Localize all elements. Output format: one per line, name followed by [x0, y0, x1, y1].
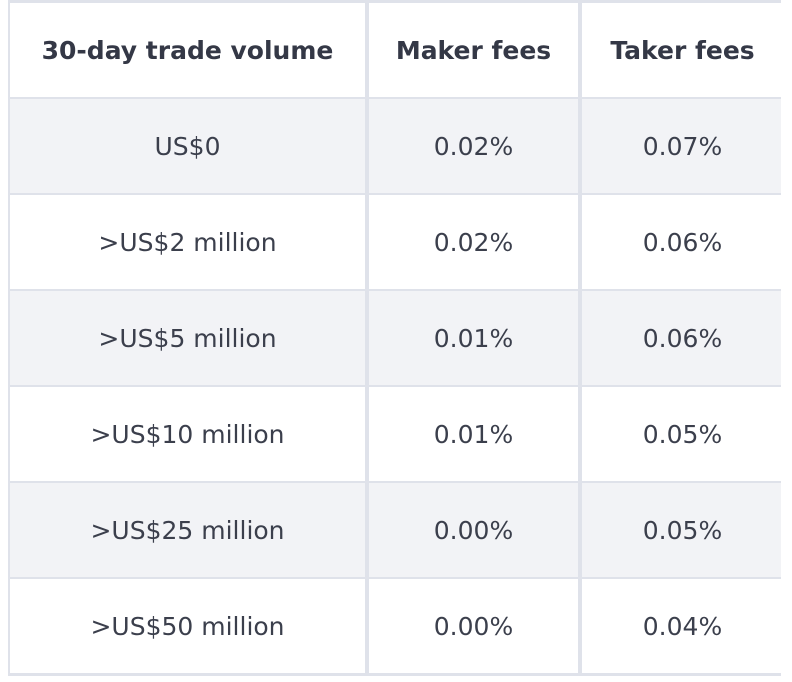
- maker-fee-cell: 0.02%: [369, 99, 578, 193]
- maker-fee-cell: 0.01%: [369, 387, 578, 481]
- maker-fee-cell: 0.00%: [369, 579, 578, 673]
- maker-fee-cell: 0.01%: [369, 291, 578, 385]
- header-taker-fees: Taker fees: [582, 3, 781, 97]
- fee-table: 30-day trade volume Maker fees Taker fee…: [8, 0, 781, 676]
- trade-volume-cell: >US$10 million: [10, 387, 365, 481]
- maker-fee-cell: 0.00%: [369, 483, 578, 577]
- trade-volume-cell: US$0: [10, 99, 365, 193]
- taker-fee-cell: 0.06%: [582, 291, 781, 385]
- header-maker-fees: Maker fees: [369, 3, 578, 97]
- trade-volume-cell: >US$50 million: [10, 579, 365, 673]
- taker-fee-cell: 0.04%: [582, 579, 781, 673]
- taker-fee-cell: 0.07%: [582, 99, 781, 193]
- fee-table-grid: 30-day trade volume Maker fees Taker fee…: [8, 0, 781, 676]
- taker-fee-cell: 0.05%: [582, 387, 781, 481]
- taker-fee-cell: 0.05%: [582, 483, 781, 577]
- trade-volume-cell: >US$25 million: [10, 483, 365, 577]
- header-trade-volume: 30-day trade volume: [10, 3, 365, 97]
- taker-fee-cell: 0.06%: [582, 195, 781, 289]
- trade-volume-cell: >US$5 million: [10, 291, 365, 385]
- maker-fee-cell: 0.02%: [369, 195, 578, 289]
- trade-volume-cell: >US$2 million: [10, 195, 365, 289]
